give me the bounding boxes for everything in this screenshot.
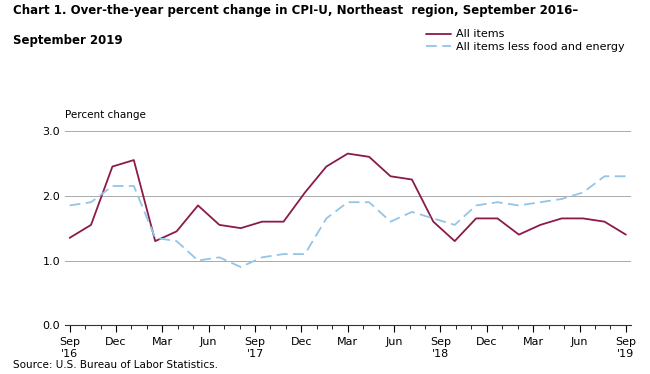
Text: September 2019: September 2019 bbox=[13, 34, 123, 47]
All items bbox=[472, 216, 480, 221]
All items bbox=[408, 177, 416, 182]
All items bbox=[451, 239, 459, 243]
All items less food and energy bbox=[536, 200, 544, 205]
All items less food and energy bbox=[622, 174, 630, 178]
All items less food and energy bbox=[579, 190, 587, 195]
All items less food and energy bbox=[258, 255, 266, 260]
All items less food and energy bbox=[472, 203, 480, 208]
All items less food and energy bbox=[87, 200, 95, 205]
All items bbox=[109, 164, 116, 169]
All items less food and energy bbox=[194, 258, 202, 263]
All items bbox=[237, 226, 244, 230]
All items less food and energy bbox=[130, 184, 138, 188]
All items less food and energy bbox=[408, 210, 416, 214]
Legend: All items, All items less food and energy: All items, All items less food and energ… bbox=[426, 30, 625, 52]
Line: All items: All items bbox=[70, 154, 626, 241]
All items less food and energy bbox=[344, 200, 352, 205]
Text: Chart 1. Over-the-year percent change in CPI-U, Northeast  region, September 201: Chart 1. Over-the-year percent change in… bbox=[13, 4, 578, 17]
All items bbox=[601, 220, 608, 224]
All items bbox=[622, 232, 630, 237]
All items bbox=[301, 190, 309, 195]
All items bbox=[365, 154, 373, 159]
All items bbox=[258, 220, 266, 224]
All items less food and energy bbox=[601, 174, 608, 178]
All items bbox=[66, 236, 73, 240]
All items less food and energy bbox=[173, 239, 181, 243]
All items bbox=[558, 216, 566, 221]
All items bbox=[430, 220, 437, 224]
All items less food and energy bbox=[322, 216, 330, 221]
All items less food and energy bbox=[387, 220, 395, 224]
All items bbox=[151, 239, 159, 243]
All items bbox=[579, 216, 587, 221]
All items less food and energy bbox=[365, 200, 373, 205]
All items bbox=[493, 216, 501, 221]
All items bbox=[344, 151, 352, 156]
All items less food and energy bbox=[430, 216, 437, 221]
All items less food and energy bbox=[301, 252, 309, 256]
All items less food and energy bbox=[66, 203, 73, 208]
All items less food and energy bbox=[237, 265, 244, 269]
All items bbox=[87, 223, 95, 227]
All items bbox=[322, 164, 330, 169]
All items bbox=[515, 232, 523, 237]
Text: Percent change: Percent change bbox=[65, 110, 146, 120]
All items bbox=[387, 174, 395, 178]
All items less food and energy bbox=[216, 255, 224, 260]
Text: Source: U.S. Bureau of Labor Statistics.: Source: U.S. Bureau of Labor Statistics. bbox=[13, 360, 218, 370]
All items less food and energy bbox=[515, 203, 523, 208]
All items bbox=[194, 203, 202, 208]
All items bbox=[536, 223, 544, 227]
All items bbox=[280, 220, 287, 224]
All items bbox=[130, 158, 138, 162]
All items bbox=[173, 229, 181, 234]
All items less food and energy bbox=[493, 200, 501, 205]
All items less food and energy bbox=[558, 197, 566, 201]
All items less food and energy bbox=[109, 184, 116, 188]
Line: All items less food and energy: All items less food and energy bbox=[70, 176, 626, 267]
All items less food and energy bbox=[451, 223, 459, 227]
All items less food and energy bbox=[280, 252, 287, 256]
All items less food and energy bbox=[151, 236, 159, 240]
All items bbox=[216, 223, 224, 227]
